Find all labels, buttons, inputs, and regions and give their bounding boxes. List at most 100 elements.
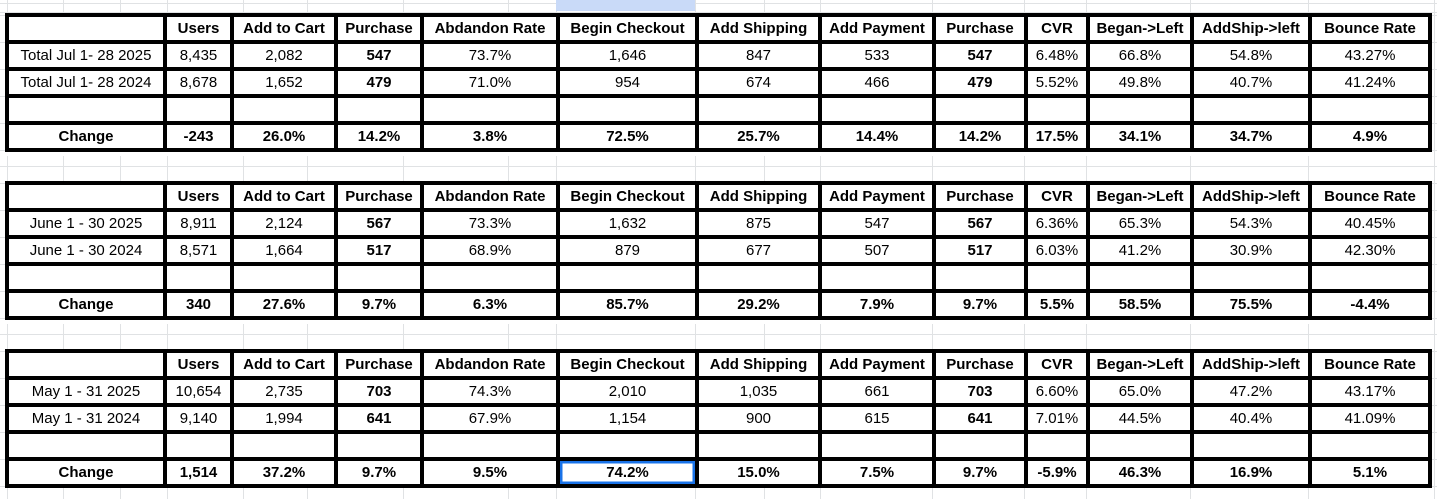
data-cell[interactable]: 7.01% — [1024, 403, 1090, 434]
corner-cell[interactable] — [5, 349, 167, 380]
empty-cell[interactable] — [932, 262, 1028, 293]
data-cell[interactable]: 547 — [334, 40, 424, 71]
change-cell[interactable]: 15.0% — [695, 457, 822, 488]
change-cell[interactable]: 58.5% — [1086, 289, 1194, 320]
column-header-began-left[interactable]: Began->Left — [1086, 13, 1194, 44]
data-cell[interactable]: 41.2% — [1086, 235, 1194, 266]
empty-cell[interactable] — [5, 430, 167, 461]
data-cell[interactable]: 2,124 — [230, 208, 338, 239]
change-cell[interactable]: 75.5% — [1190, 289, 1312, 320]
data-cell[interactable]: 8,678 — [163, 67, 234, 98]
data-cell[interactable]: 466 — [818, 67, 936, 98]
empty-cell[interactable] — [230, 262, 338, 293]
empty-cell[interactable] — [932, 430, 1028, 461]
column-header-add-to-cart[interactable]: Add to Cart — [230, 181, 338, 212]
column-header-purchase[interactable]: Purchase — [932, 181, 1028, 212]
empty-cell[interactable] — [818, 430, 936, 461]
data-cell[interactable]: 8,911 — [163, 208, 234, 239]
data-cell[interactable]: 10,654 — [163, 376, 234, 407]
empty-cell[interactable] — [1086, 262, 1194, 293]
data-cell[interactable]: 1,664 — [230, 235, 338, 266]
empty-cell[interactable] — [1190, 262, 1312, 293]
column-header-add-payment[interactable]: Add Payment — [818, 349, 936, 380]
data-cell[interactable]: 900 — [695, 403, 822, 434]
change-cell[interactable]: 34.1% — [1086, 121, 1194, 152]
data-cell[interactable]: 641 — [334, 403, 424, 434]
empty-cell[interactable] — [334, 430, 424, 461]
empty-cell[interactable] — [1024, 94, 1090, 125]
row-label[interactable]: Total Jul 1- 28 2024 — [5, 67, 167, 98]
data-cell[interactable]: 1,035 — [695, 376, 822, 407]
column-header-add-payment[interactable]: Add Payment — [818, 13, 936, 44]
column-header-add-to-cart[interactable]: Add to Cart — [230, 349, 338, 380]
empty-cell[interactable] — [1190, 430, 1312, 461]
column-header-purchase[interactable]: Purchase — [334, 13, 424, 44]
column-header-addship-left[interactable]: AddShip->left — [1190, 13, 1312, 44]
column-header-add-to-cart[interactable]: Add to Cart — [230, 13, 338, 44]
column-header-addship-left[interactable]: AddShip->left — [1190, 349, 1312, 380]
change-cell[interactable]: 29.2% — [695, 289, 822, 320]
data-cell[interactable]: 479 — [932, 67, 1028, 98]
column-header-add-shipping[interactable]: Add Shipping — [695, 349, 822, 380]
change-cell[interactable]: 7.9% — [818, 289, 936, 320]
data-cell[interactable]: 507 — [818, 235, 936, 266]
change-cell[interactable]: 6.3% — [420, 289, 560, 320]
data-cell[interactable]: 6.03% — [1024, 235, 1090, 266]
data-cell[interactable]: 43.17% — [1308, 376, 1432, 407]
data-cell[interactable]: 517 — [932, 235, 1028, 266]
empty-cell[interactable] — [695, 94, 822, 125]
data-cell[interactable]: 2,082 — [230, 40, 338, 71]
data-cell[interactable]: 9,140 — [163, 403, 234, 434]
data-cell[interactable]: 847 — [695, 40, 822, 71]
change-cell[interactable]: 9.7% — [334, 457, 424, 488]
data-cell[interactable]: 615 — [818, 403, 936, 434]
data-cell[interactable]: 567 — [932, 208, 1028, 239]
corner-cell[interactable] — [5, 181, 167, 212]
data-cell[interactable]: 54.3% — [1190, 208, 1312, 239]
data-cell[interactable]: 49.8% — [1086, 67, 1194, 98]
change-cell[interactable]: 9.7% — [334, 289, 424, 320]
column-header-purchase[interactable]: Purchase — [334, 349, 424, 380]
data-cell[interactable]: 41.24% — [1308, 67, 1432, 98]
data-cell[interactable]: 567 — [334, 208, 424, 239]
change-cell[interactable]: 14.2% — [932, 121, 1028, 152]
data-cell[interactable]: 73.7% — [420, 40, 560, 71]
column-header-cvr[interactable]: CVR — [1024, 181, 1090, 212]
data-cell[interactable]: 47.2% — [1190, 376, 1312, 407]
column-header-abdandon-rate[interactable]: Abdandon Rate — [420, 349, 560, 380]
empty-cell[interactable] — [1190, 94, 1312, 125]
data-cell[interactable]: 8,435 — [163, 40, 234, 71]
column-header-purchase[interactable]: Purchase — [932, 349, 1028, 380]
change-cell[interactable]: 340 — [163, 289, 234, 320]
empty-cell[interactable] — [420, 262, 560, 293]
data-cell[interactable]: 703 — [932, 376, 1028, 407]
data-cell[interactable]: 40.7% — [1190, 67, 1312, 98]
change-cell[interactable]: 26.0% — [230, 121, 338, 152]
data-cell[interactable]: 517 — [334, 235, 424, 266]
column-header-addship-left[interactable]: AddShip->left — [1190, 181, 1312, 212]
change-cell[interactable]: 14.2% — [334, 121, 424, 152]
row-label[interactable]: May 1 - 31 2025 — [5, 376, 167, 407]
data-cell[interactable]: 6.60% — [1024, 376, 1090, 407]
column-header-purchase[interactable]: Purchase — [334, 181, 424, 212]
column-header-bounce-rate[interactable]: Bounce Rate — [1308, 13, 1432, 44]
data-cell[interactable]: 44.5% — [1086, 403, 1194, 434]
change-cell[interactable]: 1,514 — [163, 457, 234, 488]
change-cell[interactable]: 9.5% — [420, 457, 560, 488]
data-cell[interactable]: 1,154 — [556, 403, 699, 434]
data-cell[interactable]: 71.0% — [420, 67, 560, 98]
column-header-add-shipping[interactable]: Add Shipping — [695, 13, 822, 44]
partial-highlighted-cell[interactable] — [556, 0, 695, 11]
row-label[interactable]: June 1 - 30 2024 — [5, 235, 167, 266]
column-header-add-shipping[interactable]: Add Shipping — [695, 181, 822, 212]
change-cell[interactable]: 85.7% — [556, 289, 699, 320]
data-cell[interactable]: 6.36% — [1024, 208, 1090, 239]
change-cell[interactable]: 3.8% — [420, 121, 560, 152]
data-cell[interactable]: 6.48% — [1024, 40, 1090, 71]
data-cell[interactable]: 641 — [932, 403, 1028, 434]
empty-cell[interactable] — [818, 94, 936, 125]
empty-cell[interactable] — [932, 94, 1028, 125]
empty-cell[interactable] — [420, 94, 560, 125]
change-cell[interactable]: -243 — [163, 121, 234, 152]
empty-cell[interactable] — [163, 94, 234, 125]
